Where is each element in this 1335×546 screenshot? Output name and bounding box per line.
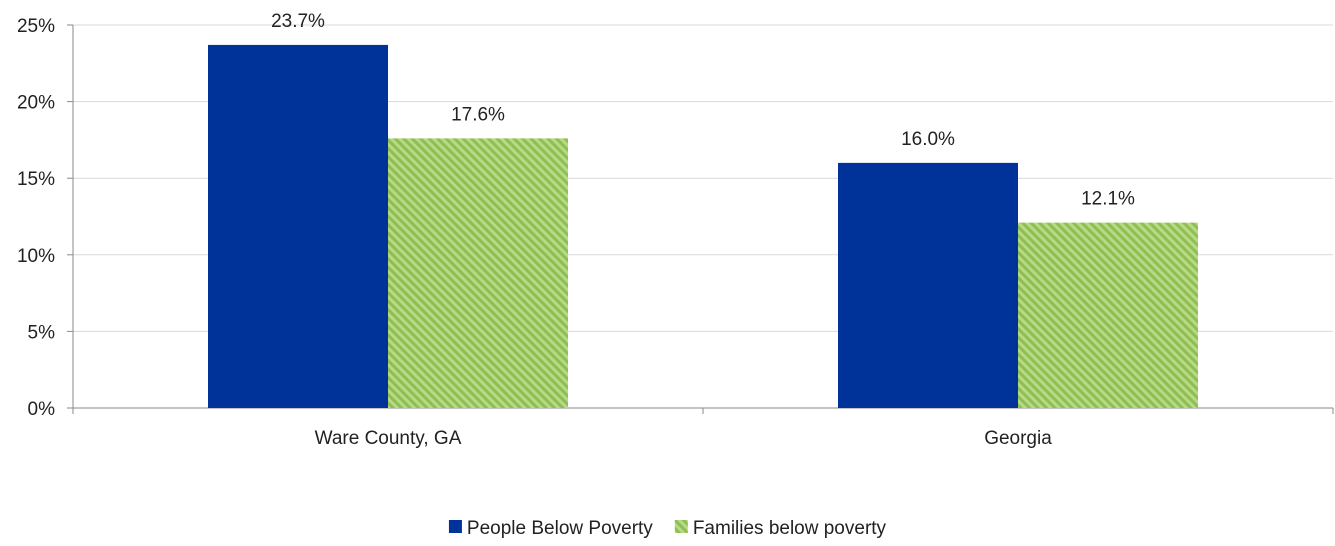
data-labels: 23.7% 17.6% 16.0% 12.1% (271, 11, 1135, 210)
y-tick-label: 0% (28, 399, 56, 420)
legend-label: People Below Poverty (467, 518, 653, 539)
y-tick-label: 5% (28, 322, 56, 343)
x-category-label: Ware County, GA (315, 428, 462, 449)
bar (1018, 222, 1198, 408)
data-label: 12.1% (1081, 189, 1135, 210)
legend: People Below Poverty Families below pover… (448, 518, 887, 539)
bar (388, 138, 568, 409)
data-label: 17.6% (451, 104, 505, 125)
y-tick-label: 15% (17, 169, 55, 190)
y-tick-label: 25% (17, 16, 55, 37)
y-tick-label: 10% (17, 246, 55, 267)
bars (208, 44, 1198, 409)
y-tick-label: 20% (17, 93, 55, 114)
legend-swatch (674, 520, 688, 533)
bar (838, 162, 1018, 408)
bar (208, 44, 388, 408)
legend-label: Families below poverty (693, 518, 887, 539)
x-category-label: Georgia (984, 428, 1052, 449)
data-label: 16.0% (901, 129, 955, 150)
data-label: 23.7% (271, 11, 325, 32)
legend-swatch (448, 520, 462, 533)
y-axis: 0% 5% 10% 15% 20% 25% (17, 16, 74, 420)
x-axis: Ware County, GA Georgia (72, 407, 1334, 449)
